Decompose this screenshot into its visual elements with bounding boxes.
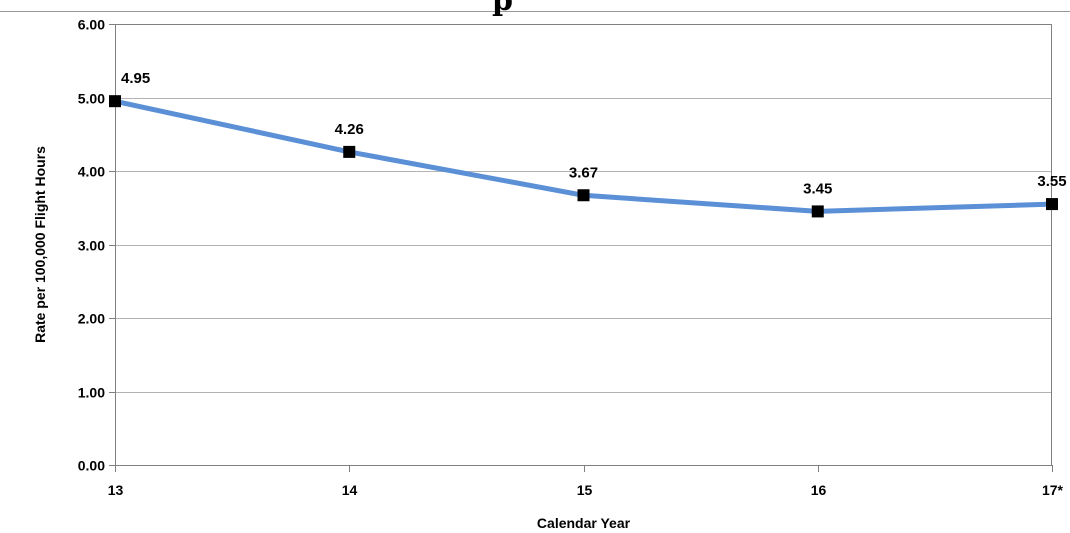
y-tick-label-6: 6.00 xyxy=(78,17,105,33)
chart-title-clipped: p xyxy=(492,0,513,18)
data-label-0: 4.95 xyxy=(121,70,150,87)
data-label-1: 4.26 xyxy=(335,121,364,138)
data-point-0 xyxy=(109,95,121,108)
series-layer xyxy=(109,95,1058,218)
y-tick-label-5: 5.00 xyxy=(78,91,105,107)
x-tick-label-2: 15 xyxy=(577,482,593,498)
y-tick-label-2: 2.00 xyxy=(78,311,105,327)
x-tick-label-4: 17* xyxy=(1042,482,1064,498)
y-axis-title: Rate per 100,000 Flight Hours xyxy=(32,146,48,343)
axis-layer: 0.00 1.00 2.00 3.00 4.00 5.00 6.00 13 14 15 16 17* xyxy=(78,17,1064,499)
y-tick-label-0: 0.00 xyxy=(78,458,105,474)
data-label-2: 3.67 xyxy=(569,164,598,181)
y-tick-label-3: 3.00 xyxy=(78,238,105,254)
x-axis-title: Calendar Year xyxy=(537,515,631,531)
x-tick-label-3: 16 xyxy=(811,482,827,498)
data-point-4 xyxy=(1046,198,1058,211)
y-tick-label-4: 4.00 xyxy=(78,164,105,180)
y-tick-label-1: 1.00 xyxy=(78,385,105,401)
data-label-4: 3.55 xyxy=(1037,173,1066,190)
data-point-3 xyxy=(811,205,824,218)
data-point-1 xyxy=(343,145,356,158)
data-point-2 xyxy=(577,189,590,202)
label-layer: 4.95 4.26 3.67 3.45 3.55 xyxy=(121,70,1067,197)
x-tick-label-1: 14 xyxy=(342,482,358,498)
x-tick-label-0: 13 xyxy=(108,482,124,498)
data-label-3: 3.45 xyxy=(803,180,832,197)
title-fragment: p xyxy=(486,0,586,18)
